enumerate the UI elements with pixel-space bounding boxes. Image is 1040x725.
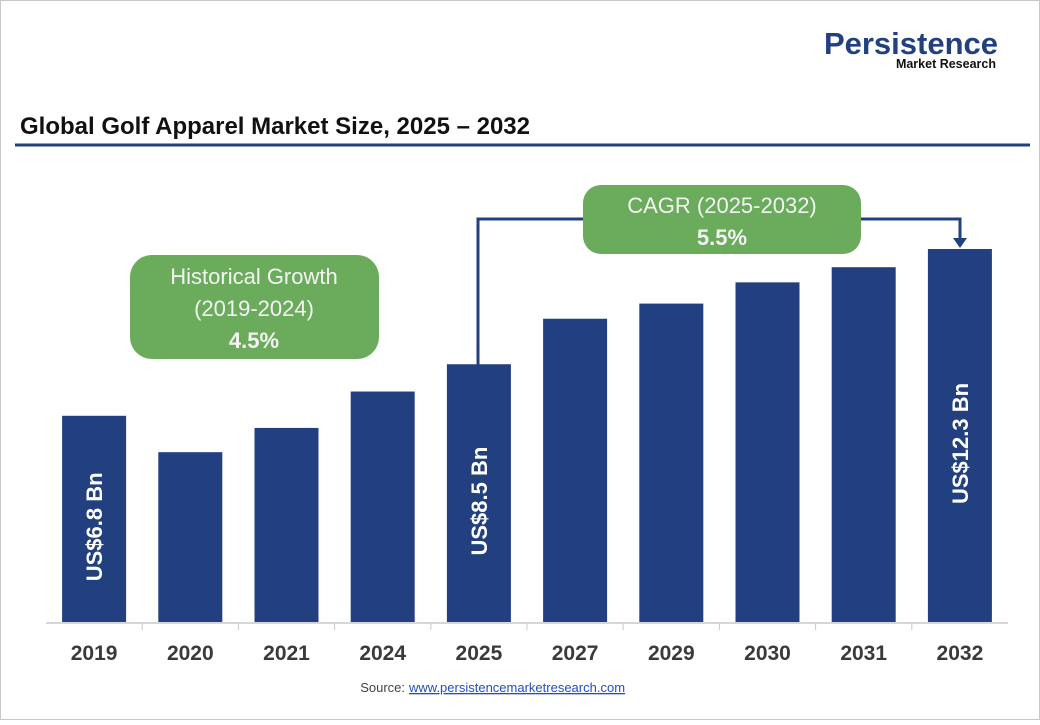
cagr-arrow: [953, 238, 967, 248]
bar: [350, 391, 415, 622]
x-tick-label: 2030: [744, 642, 791, 665]
bar: [158, 452, 223, 622]
annotation-period: (2019-2024): [194, 296, 314, 321]
chart-title: Global Golf Apparel Market Size, 2025 – …: [20, 113, 530, 140]
bar: [543, 318, 608, 622]
bar: [446, 364, 511, 622]
annotation-box: [130, 255, 379, 359]
bar: [831, 267, 896, 622]
x-tick-label: 2027: [552, 642, 599, 665]
bar: [62, 415, 127, 622]
x-tick-label: 2019: [71, 642, 118, 665]
x-tick-label: 2032: [937, 642, 984, 665]
annotation-value: 4.5%: [229, 328, 279, 353]
value-label: US$6.8 Bn: [82, 472, 107, 581]
value-label: US$8.5 Bn: [467, 447, 492, 556]
bar: [639, 303, 704, 622]
x-tick-label: 2029: [648, 642, 695, 665]
annotation-box: [583, 185, 861, 254]
annotation-value: 5.5%: [697, 225, 747, 250]
x-tick-label: 2024: [359, 642, 406, 665]
annotation-label: CAGR (2025-2032): [627, 193, 817, 218]
logo-name: Persistence: [824, 26, 998, 61]
x-tick-label: 2025: [456, 642, 503, 665]
logo-tagline: Market Research: [896, 57, 996, 71]
x-tick-label: 2021: [263, 642, 310, 665]
x-tick-label: 2020: [167, 642, 214, 665]
source-label: Source:: [360, 680, 405, 695]
source-link[interactable]: www.persistencemarketresearch.com: [408, 680, 625, 695]
bar: [254, 427, 319, 622]
x-tick-label: 2031: [840, 642, 887, 665]
bar: [735, 282, 800, 622]
value-label: US$12.3 Bn: [948, 383, 973, 504]
annotation-label: Historical Growth: [170, 264, 337, 289]
bar: [927, 249, 992, 622]
